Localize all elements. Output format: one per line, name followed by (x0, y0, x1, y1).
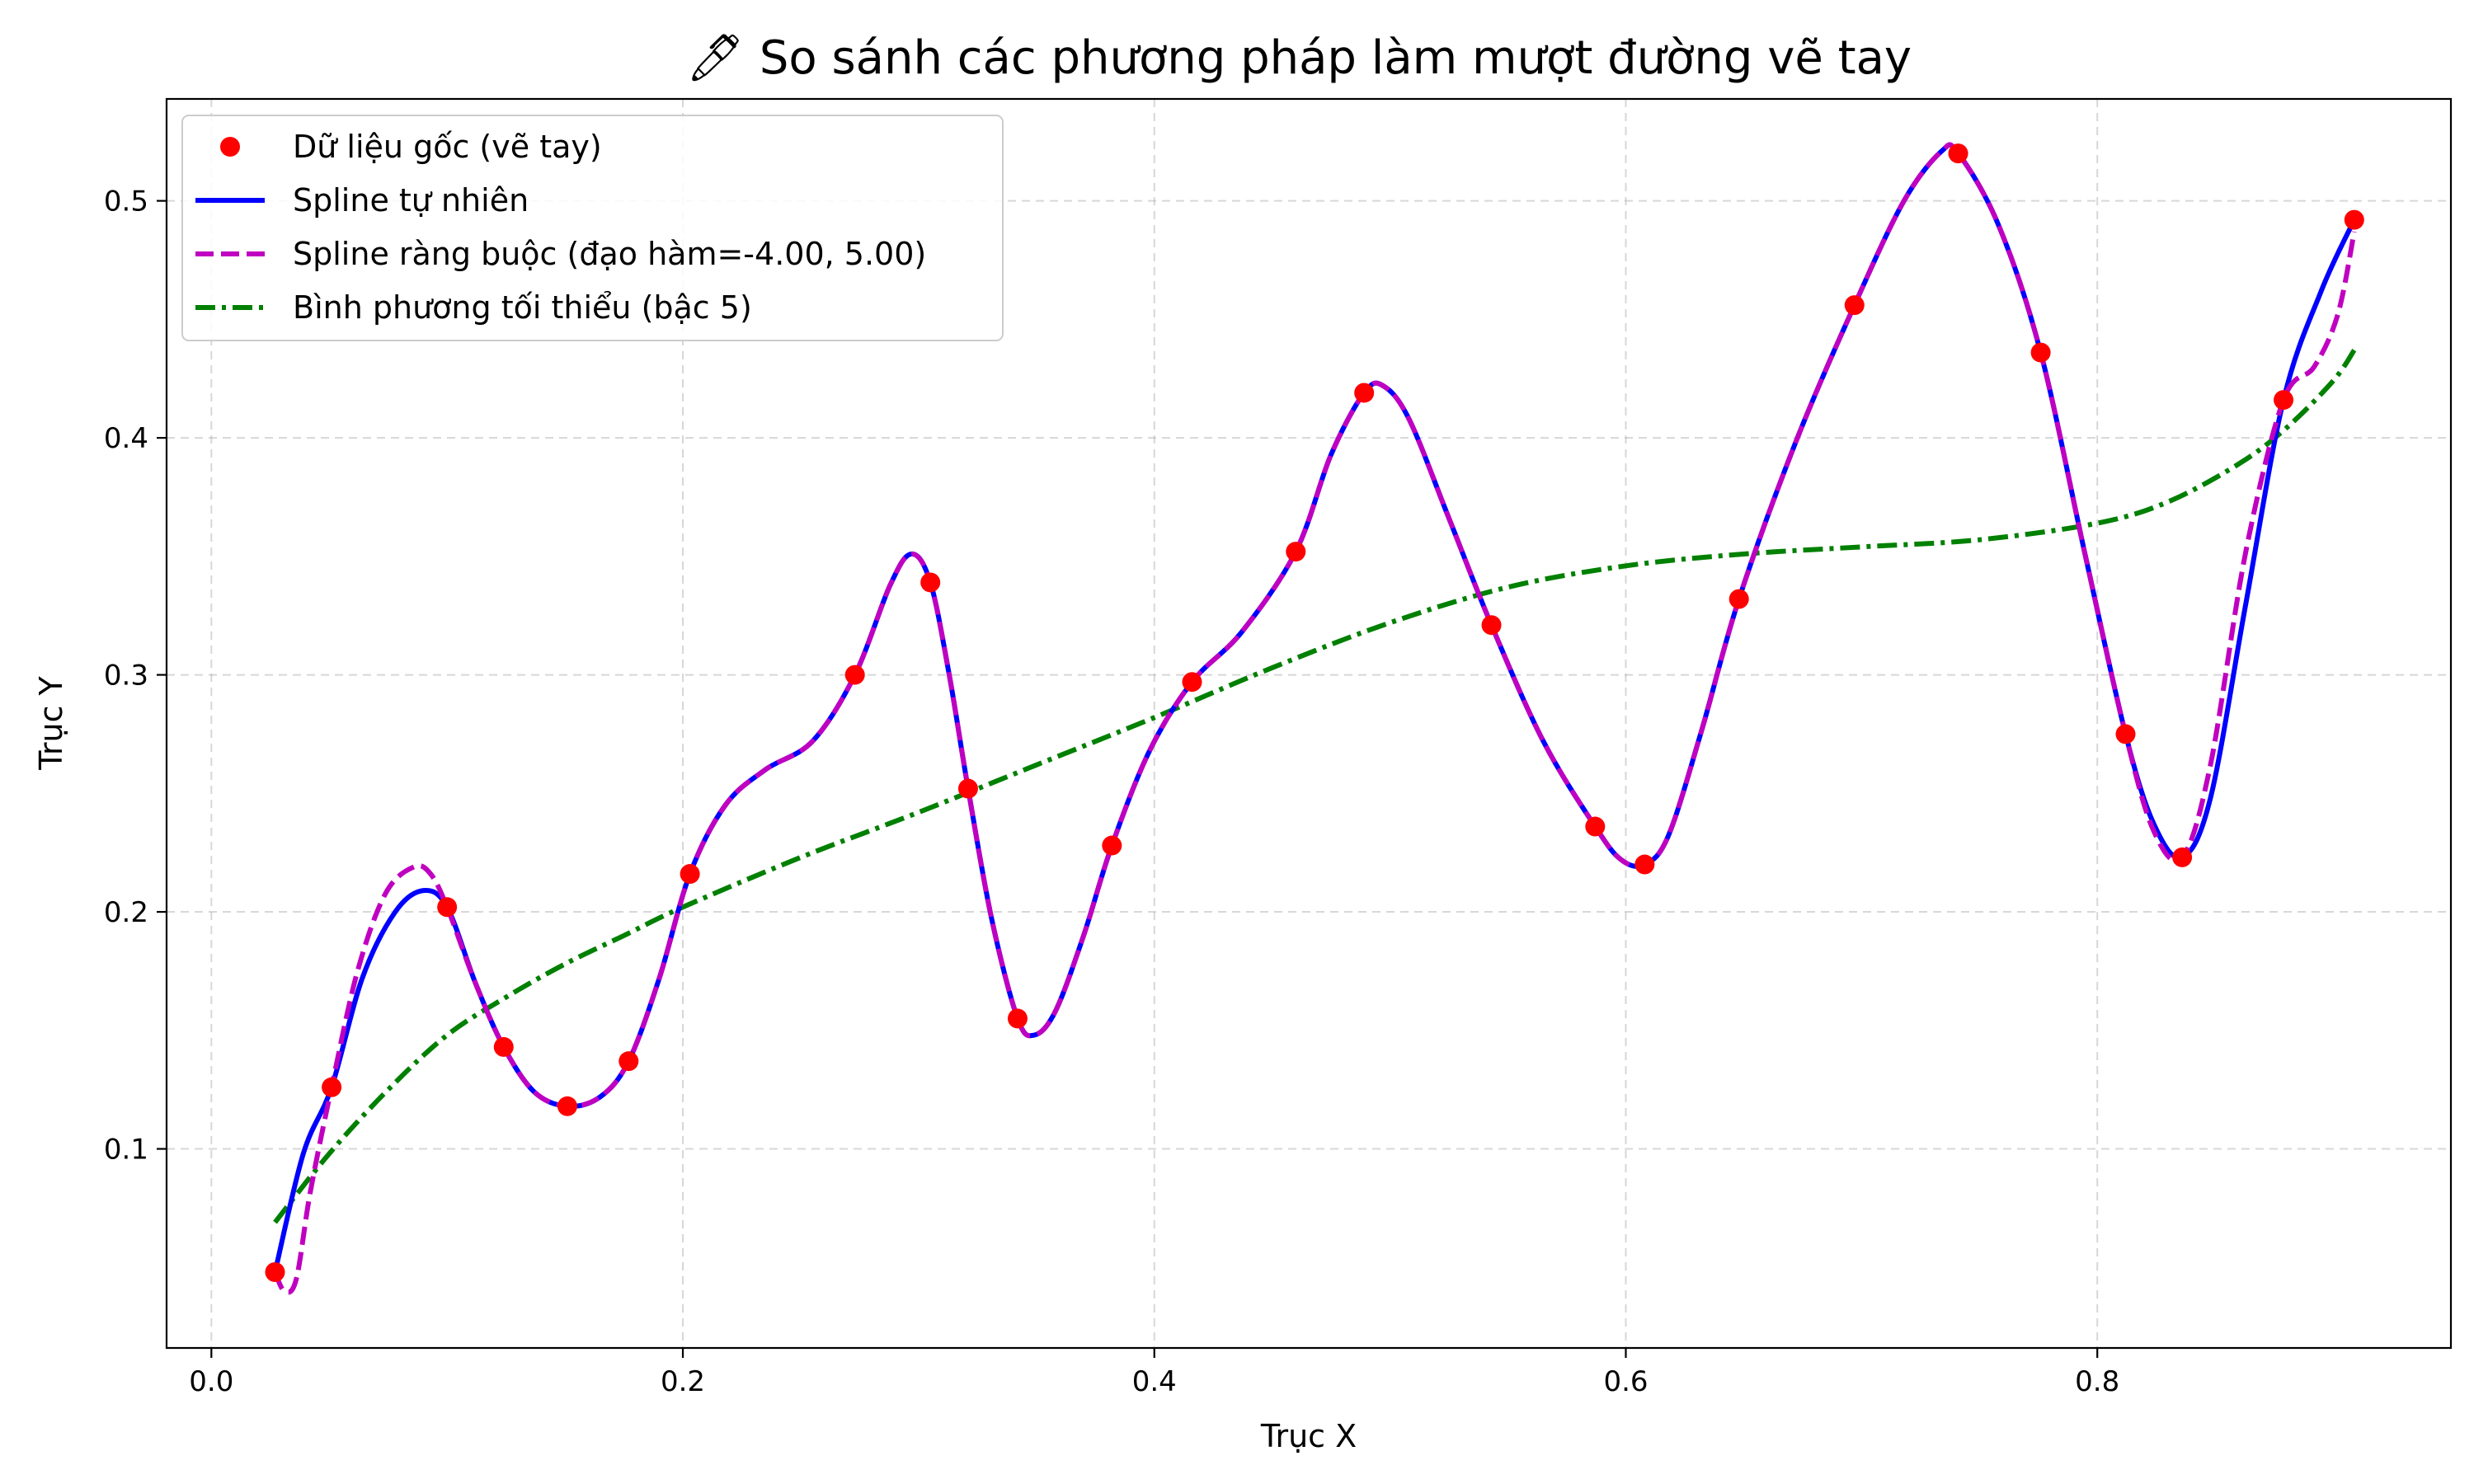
data-point (557, 1096, 577, 1116)
legend-marker (220, 137, 240, 157)
series-line (272, 142, 2357, 1295)
y-tick-label: 0.3 (104, 660, 148, 693)
plot-frame (165, 97, 2453, 1350)
y-tick-label: 0.1 (104, 1134, 148, 1167)
data-point (920, 572, 941, 593)
data-point (1481, 615, 1502, 636)
data-point (437, 897, 458, 918)
x-tick-label: 0.4 (1132, 1365, 1177, 1398)
data-point (2172, 847, 2193, 867)
data-point (322, 1077, 342, 1097)
data-point (2344, 209, 2364, 230)
data-point (493, 1036, 514, 1057)
y-axis-label: Trục Y (33, 675, 69, 770)
series-line (273, 349, 2357, 1224)
x-axis-label: Trục X (1260, 1418, 1357, 1454)
legend-label: Bình phương tối thiểu (bậc 5) (293, 289, 752, 326)
data-point (1102, 835, 1122, 856)
chart-title: 🖊 So sánh các phương pháp làm mượt đường… (686, 31, 1912, 85)
data-point (1634, 854, 1655, 875)
y-tick-label: 0.4 (104, 422, 148, 455)
data-point (1844, 295, 1865, 316)
legend: Dữ liệu gốc (vẽ tay) Spline tự nhiên Splin… (181, 115, 1004, 341)
legend-label: Spline ràng buộc (đạo hàm=-4.00, 5.00) (293, 236, 926, 272)
data-point (1007, 1008, 1028, 1029)
data-point (680, 864, 700, 885)
data-point (1948, 143, 1968, 164)
data-point (1585, 816, 1606, 837)
legend-label: Dữ liệu gốc (vẽ tay) (293, 129, 602, 165)
y-tick-label: 0.2 (104, 896, 148, 929)
legend-label: Spline tự nhiên (293, 182, 529, 218)
data-point (265, 1262, 285, 1283)
axis-ticks: 0.0 0.2 0.4 0.6 0.8 0.1 0.2 0.3 0.4 0.5 (104, 186, 2119, 1398)
data-point (1729, 589, 1749, 609)
x-tick-label: 0.8 (2075, 1365, 2119, 1398)
data-point (2030, 342, 2051, 363)
x-tick-label: 0.0 (189, 1365, 233, 1398)
data-point (1354, 383, 1375, 403)
data-point (618, 1051, 639, 1072)
data-point (844, 665, 865, 685)
legend-box (181, 115, 1004, 341)
x-tick-label: 0.2 (661, 1365, 705, 1398)
data-point (957, 778, 978, 799)
data-point (2274, 390, 2294, 411)
x-tick-label: 0.6 (1603, 1365, 1648, 1398)
data-point (1286, 542, 1306, 562)
data-point (2115, 724, 2136, 744)
grid-lines (167, 99, 2451, 1348)
data-point (1182, 672, 1202, 693)
y-tick-label: 0.5 (104, 186, 148, 218)
series-layer (265, 142, 2364, 1295)
